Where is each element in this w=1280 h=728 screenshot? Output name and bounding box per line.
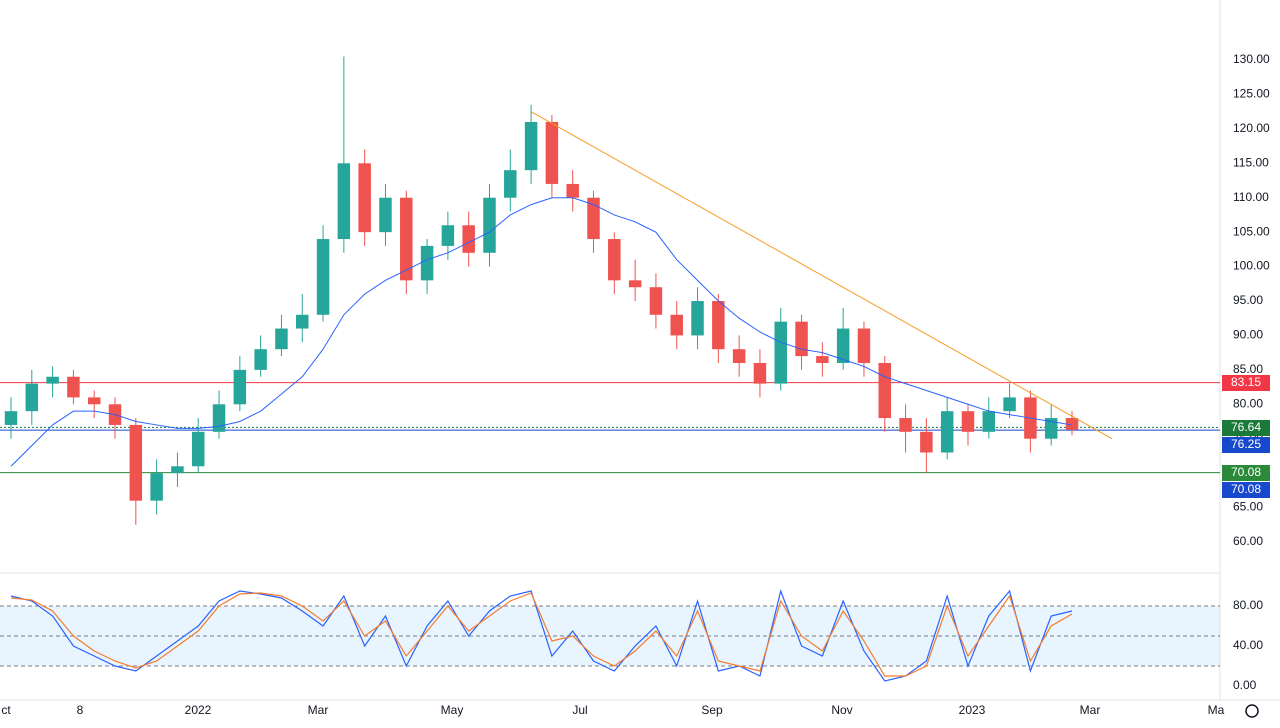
y-tick-label: 90.00	[1233, 328, 1263, 342]
level-badge	[1222, 482, 1270, 498]
candle-body	[545, 121, 559, 184]
y-tick-label: 125.00	[1233, 87, 1270, 101]
candle-body	[857, 328, 871, 363]
candle-body	[379, 197, 392, 233]
y-tick-label: 105.00	[1233, 224, 1270, 238]
y-tick-label: 130.00	[1233, 52, 1270, 66]
level-label: 83.15	[1231, 375, 1261, 389]
candle-body	[87, 397, 101, 405]
level-badge	[1222, 375, 1270, 391]
candle-body	[358, 163, 371, 233]
level-label: 70.08	[1231, 482, 1261, 496]
candle-body	[961, 411, 975, 432]
candle-body	[420, 245, 434, 281]
candle-body	[441, 225, 455, 246]
x-tick-label: 8	[77, 703, 84, 717]
level-label: 76.64	[1231, 420, 1261, 434]
y-tick-label: 95.00	[1233, 293, 1263, 307]
candle-body	[816, 356, 829, 363]
y-tick-label: 120.00	[1233, 121, 1270, 135]
y-tick-label: 80.00	[1233, 396, 1263, 410]
stoch-tick-label: 0.00	[1233, 678, 1257, 692]
candle-body	[940, 411, 954, 453]
candle-body	[46, 376, 59, 384]
candle-body	[296, 314, 309, 329]
level-label: 76.25	[1231, 437, 1261, 451]
x-tick-label: Ma	[1208, 703, 1225, 717]
x-tick-label: 2022	[185, 703, 212, 717]
candle-body	[774, 321, 787, 384]
candle-body	[25, 383, 39, 412]
candle-body	[566, 183, 579, 198]
candle-body	[171, 466, 184, 474]
candle-body	[150, 473, 163, 501]
candle-body	[1065, 418, 1079, 430]
stoch-tick-label: 80.00	[1233, 598, 1263, 612]
y-tick-label: 85.00	[1233, 362, 1263, 376]
candle-body	[67, 376, 80, 398]
candle-body	[836, 328, 850, 363]
x-tick-label: Sep	[701, 703, 723, 717]
candle-body	[878, 362, 892, 419]
candle-body	[483, 197, 496, 253]
candle-body	[504, 170, 517, 198]
x-tick-label: May	[441, 703, 464, 717]
x-tick-label: Mar	[1080, 703, 1101, 717]
candle-body	[129, 424, 143, 501]
candle-body	[649, 287, 663, 315]
y-tick-label: 110.00	[1233, 190, 1269, 204]
x-tick-label: ct	[1, 703, 11, 717]
candle-body	[899, 418, 912, 432]
candle-body	[753, 362, 767, 384]
x-tick-label: Jul	[572, 703, 587, 717]
trendline	[530, 111, 1113, 440]
stoch-line	[10, 592, 1073, 677]
level-badge	[1222, 437, 1270, 453]
settings-icon[interactable]	[1245, 704, 1259, 718]
y-tick-label: 115.00	[1233, 155, 1269, 169]
moving-average	[10, 197, 1073, 467]
candle-body	[254, 349, 267, 370]
candle-body	[1003, 397, 1016, 412]
candle-body	[628, 280, 642, 288]
candle-body	[608, 239, 621, 281]
candle-body	[712, 301, 725, 350]
candle-body	[524, 121, 538, 171]
candle-body	[920, 431, 933, 453]
candle-body	[4, 411, 18, 425]
y-tick-label: 65.00	[1233, 500, 1263, 514]
candle-body	[1044, 418, 1058, 439]
candle-body	[670, 314, 683, 336]
candle-body	[982, 411, 996, 432]
candle-body	[732, 349, 746, 363]
candle-body	[795, 321, 808, 357]
y-tick-label: 60.00	[1233, 534, 1263, 548]
candle-body	[691, 301, 704, 336]
candle-body	[587, 197, 600, 240]
x-tick-label: 2023	[959, 703, 986, 717]
stoch-tick-label: 40.00	[1233, 638, 1263, 652]
candle-body	[191, 431, 205, 467]
level-badge	[1222, 465, 1270, 481]
y-tick-label: 100.00	[1233, 259, 1270, 273]
x-tick-label: Nov	[831, 703, 852, 717]
stoch-line	[10, 588, 1073, 682]
candle-body	[233, 369, 247, 405]
candle-body	[275, 328, 288, 350]
candle-body	[400, 197, 413, 281]
candle-body	[337, 163, 351, 240]
level-label: 70.08	[1231, 465, 1261, 479]
candle-body	[316, 239, 330, 315]
level-badge	[1222, 420, 1270, 436]
candle-body	[212, 404, 226, 432]
x-tick-label: Mar	[308, 703, 329, 717]
candle-body	[462, 225, 475, 253]
